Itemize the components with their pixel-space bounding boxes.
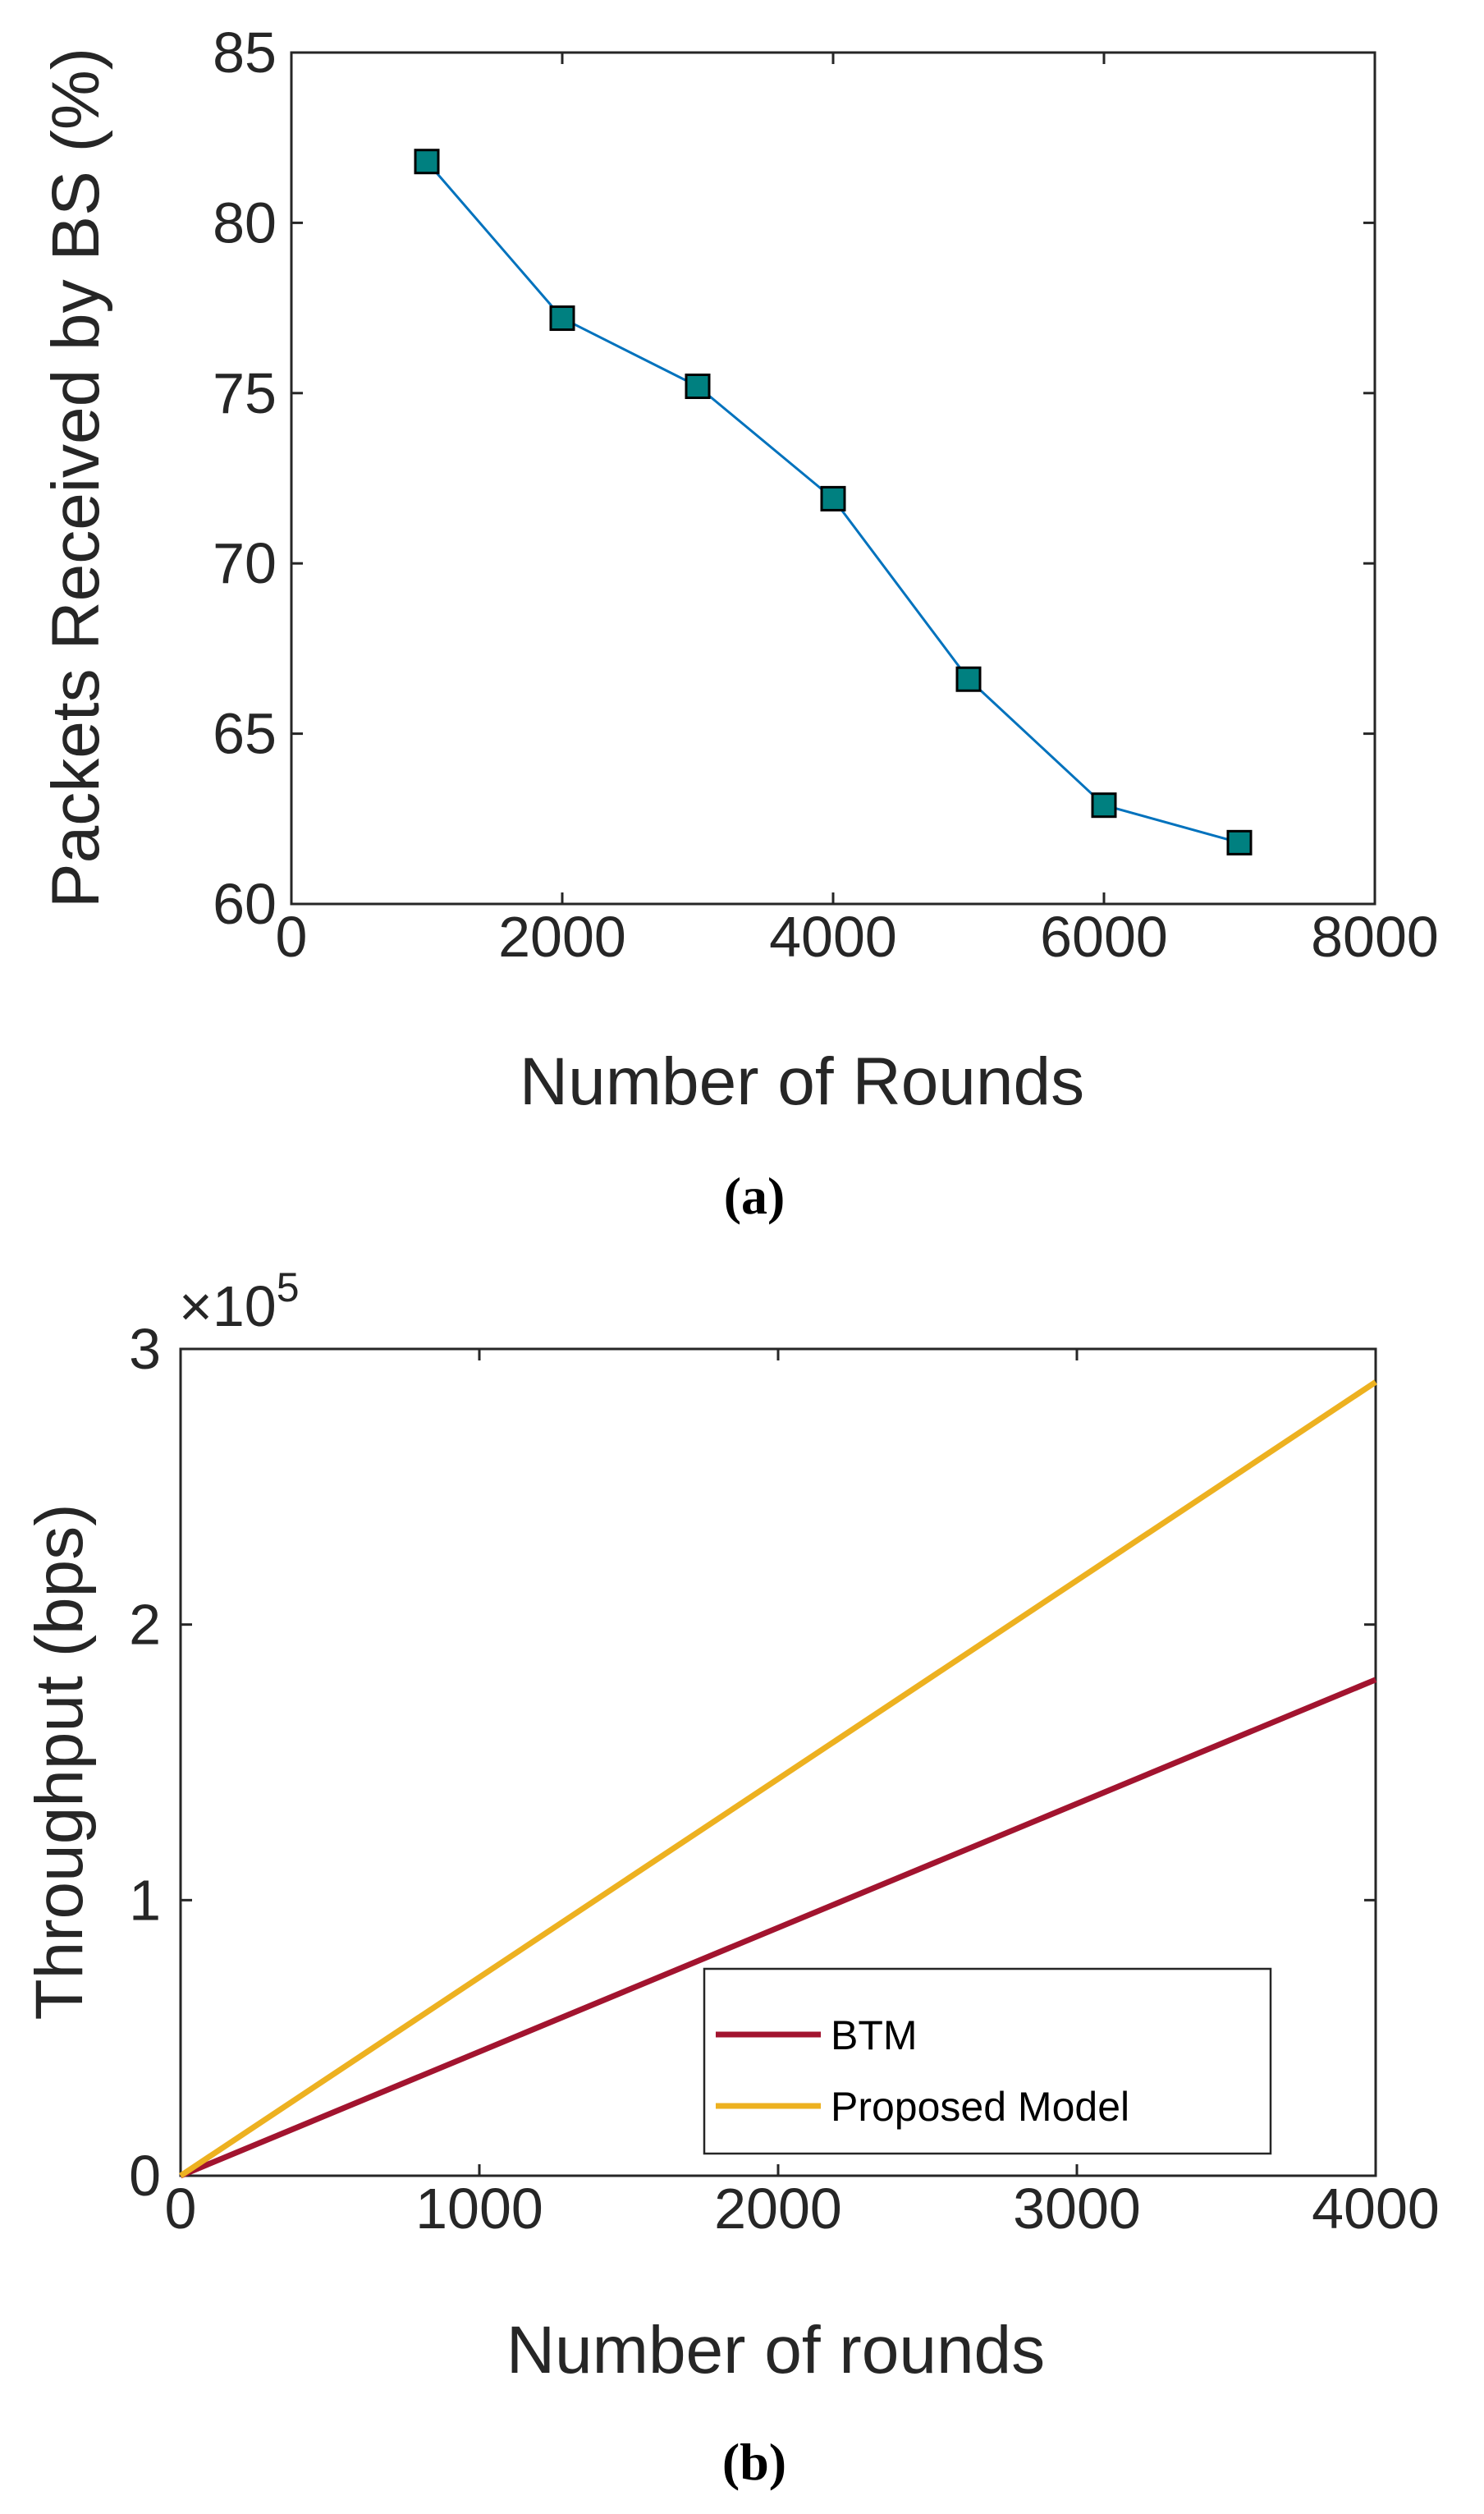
chart-b-y-tick-label: 3 (129, 1317, 161, 1381)
chart-b-y-multiplier-exp: 5 (277, 1264, 300, 1310)
chart-a-data-point (549, 305, 575, 332)
chart-a-x-tick-label: 4000 (769, 905, 897, 969)
chart-a-y-tick-label: 80 (213, 190, 277, 255)
chart-b-series (179, 1379, 1377, 2179)
chart-b-y-multiplier: ×105 (179, 1264, 300, 1338)
chart-b-x-tick-label: 1000 (415, 2177, 543, 2241)
chart-a-plot-area (290, 51, 1376, 906)
chart-b-x-tick-label: 2000 (714, 2177, 842, 2241)
chart-b-x-tick-label: 4000 (1312, 2177, 1440, 2241)
chart-b-legend-label-proposed: Proposed Model (831, 2084, 1129, 2130)
chart-a-y-axis-label: Packets Received by BS (%) (39, 48, 113, 908)
chart-a-data-point (1226, 829, 1253, 856)
chart-a-data-point (414, 149, 440, 175)
chart-b-x-tick-label: 3000 (1013, 2177, 1141, 2241)
chart-a-y-tick-label: 65 (213, 702, 277, 766)
chart-a-y-tick-label: 70 (213, 531, 277, 595)
chart-b-y-axis-label: Throughput (bps) (22, 1503, 97, 2020)
chart-a: 0 2000 4000 6000 8000 60 65 70 75 80 85 Number of … (39, 21, 1439, 1225)
chart-b-y-multiplier-base: ×10 (179, 1274, 277, 1338)
chart-a-y-tick-label: 75 (213, 361, 277, 425)
chart-b-legend-box (703, 1967, 1272, 2155)
chart-b: 0 1000 2000 3000 4000 0 1 2 3 ×105 BTM Proposed … (22, 1264, 1440, 2491)
chart-b-series-line-1 (179, 1379, 1377, 2178)
chart-b-legend: BTM Proposed Model (703, 1967, 1272, 2155)
chart-b-y-tick-label: 1 (129, 1868, 161, 1932)
chart-b-series-line-0 (179, 1677, 1377, 2179)
chart-a-x-tick-label: 2000 (498, 905, 626, 969)
chart-b-x-axis-label: Number of rounds (506, 2313, 1045, 2388)
chart-a-x-axis-label: Number of Rounds (520, 1044, 1084, 1119)
chart-a-data-point (820, 485, 846, 512)
chart-a-data-point (1091, 792, 1117, 819)
chart-a-x-tick-label: 6000 (1040, 905, 1168, 969)
chart-b-x-tick-label: 0 (165, 2177, 197, 2241)
chart-a-ticks: 0 2000 4000 6000 8000 60 65 70 75 80 85 (213, 21, 1439, 969)
chart-a-panel-label: (a) (724, 1167, 786, 1225)
chart-a-y-tick-label: 60 (213, 872, 277, 936)
chart-b-legend-label-btm: BTM (831, 2012, 918, 2058)
chart-b-y-tick-label: 2 (129, 1593, 161, 1657)
chart-b-panel-label: (b) (722, 2433, 786, 2491)
chart-a-y-tick-label: 85 (213, 21, 277, 85)
chart-a-data-point (955, 666, 982, 692)
chart-b-y-tick-label: 0 (129, 2144, 161, 2208)
chart-a-series (414, 149, 1253, 856)
chart-a-x-tick-label: 0 (276, 905, 308, 969)
chart-a-data-point (685, 374, 711, 400)
chart-a-x-tick-label: 8000 (1311, 905, 1439, 969)
chart-b-ticks: 0 1000 2000 3000 4000 0 1 2 3 (129, 1317, 1440, 2241)
